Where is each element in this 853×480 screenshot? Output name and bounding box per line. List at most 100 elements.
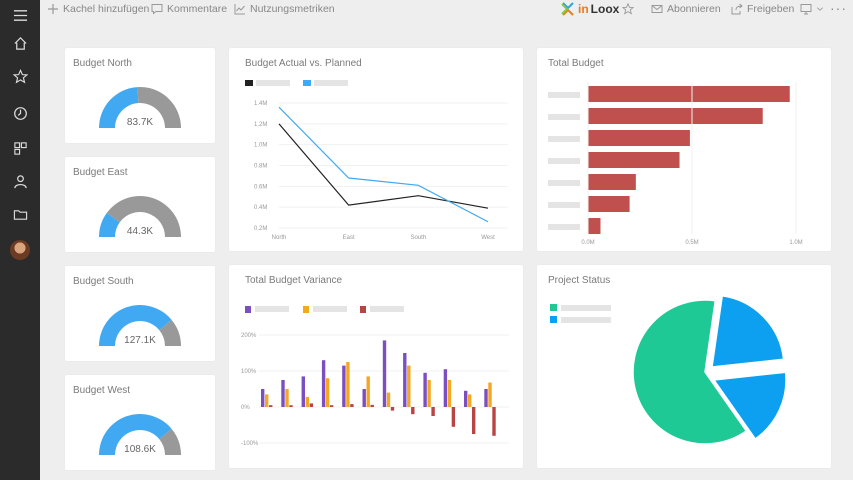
card-title: Total Budget Variance bbox=[245, 275, 343, 286]
variance-bar bbox=[289, 405, 293, 407]
category-label bbox=[548, 202, 580, 208]
star-outline-icon bbox=[622, 3, 634, 15]
variance-bar bbox=[285, 389, 289, 407]
y-tick-label: 0.8M bbox=[254, 164, 267, 170]
gauge-remaining-arc bbox=[159, 428, 181, 455]
gauge-value-label: 108.6K bbox=[124, 444, 156, 455]
legend-label bbox=[255, 306, 289, 312]
card-title: Budget South bbox=[73, 276, 134, 287]
category-label bbox=[548, 136, 580, 142]
x-tick-label: 0.0M bbox=[581, 240, 594, 246]
variance-bar bbox=[411, 407, 415, 415]
gauge-value-label: 127.1K bbox=[124, 335, 156, 346]
bar bbox=[588, 108, 763, 124]
y-tick-label: 1.0M bbox=[254, 143, 267, 149]
variance-bar bbox=[261, 389, 265, 407]
share-label: Freigeben bbox=[747, 3, 795, 15]
chart-icon bbox=[234, 4, 245, 15]
comments-button[interactable]: Kommentare bbox=[151, 3, 227, 15]
gauge-card-west[interactable]: Budget West 108.6K bbox=[65, 375, 215, 470]
variance-bar bbox=[305, 396, 309, 407]
variance-bar bbox=[281, 380, 285, 407]
avatar[interactable] bbox=[10, 240, 30, 260]
folder-icon[interactable] bbox=[0, 199, 40, 229]
legend-label bbox=[561, 317, 611, 323]
y-tick-label: 100% bbox=[241, 369, 257, 375]
home-icon[interactable] bbox=[0, 28, 40, 58]
subscribe-button[interactable]: Abonnieren bbox=[651, 3, 721, 15]
gauge-remaining-arc bbox=[137, 87, 181, 128]
gauge-card-north[interactable]: Budget North 83.7K bbox=[65, 48, 215, 143]
variance-chart-card[interactable]: Total Budget Variance 200% 100% 0% -100% bbox=[229, 265, 523, 468]
legend-swatch bbox=[245, 306, 251, 313]
pie-slice bbox=[632, 299, 748, 445]
y-tick-label: 0.2M bbox=[254, 226, 267, 232]
gauge-card-south[interactable]: Budget South 127.1K bbox=[65, 266, 215, 361]
x-tick-label: 0.5M bbox=[685, 240, 698, 246]
category-label bbox=[548, 180, 580, 186]
variance-bar bbox=[431, 407, 435, 416]
variance-bar bbox=[366, 376, 370, 407]
series-line-planned bbox=[278, 106, 489, 223]
bar-chart-card[interactable]: Total Budget 0.0M 0.5M 1.0M bbox=[537, 48, 831, 251]
variance-bar bbox=[301, 376, 305, 407]
variance-bar bbox=[451, 407, 456, 427]
share-icon bbox=[731, 3, 743, 15]
bar bbox=[588, 174, 636, 190]
variance-bar bbox=[492, 407, 496, 436]
usage-metrics-button[interactable]: Nutzungsmetriken bbox=[234, 3, 335, 15]
card-title: Project Status bbox=[548, 275, 611, 286]
menu-icon[interactable] bbox=[0, 0, 40, 30]
gauge-north: 83.7K bbox=[99, 87, 181, 128]
star-icon[interactable] bbox=[0, 61, 40, 91]
gauge-value-arc bbox=[99, 305, 172, 346]
pie-chart-card[interactable]: Project Status bbox=[537, 265, 831, 468]
pie-slice bbox=[712, 371, 787, 441]
variance-bar bbox=[265, 394, 269, 407]
gauge-card-east[interactable]: Budget East 44.3K bbox=[65, 157, 215, 252]
pie-slice bbox=[711, 294, 785, 368]
legend-swatch bbox=[550, 316, 557, 323]
legend-label bbox=[370, 306, 404, 312]
favorite-button[interactable] bbox=[622, 3, 634, 15]
view-mode-button[interactable] bbox=[800, 3, 824, 15]
y-tick-label: 0.4M bbox=[254, 205, 267, 211]
legend-label bbox=[313, 306, 347, 312]
person-icon[interactable] bbox=[0, 166, 40, 196]
add-tile-label: Kachel hinzufügen bbox=[63, 3, 150, 15]
gauge-remaining-arc bbox=[159, 319, 181, 346]
line-chart: 1.4M 1.2M 1.0M 0.8M 0.6M 0.4M 0.2M North East Sou… bbox=[245, 80, 508, 241]
monitor-icon bbox=[800, 4, 812, 15]
category-label bbox=[548, 92, 580, 98]
x-tick-label: South bbox=[410, 235, 426, 241]
clock-icon[interactable] bbox=[0, 98, 40, 128]
variance-bar bbox=[325, 378, 330, 407]
legend-swatch-actual bbox=[245, 80, 253, 86]
apps-icon[interactable] bbox=[0, 133, 40, 163]
logo-icon bbox=[561, 2, 574, 16]
legend-label bbox=[561, 305, 611, 311]
line-chart-card[interactable]: Budget Actual vs. Planned 1.4M 1.2M 1.0M 0.… bbox=[229, 48, 523, 251]
top-toolbar: Kachel hinzufügen Kommentare Nutzungsmet… bbox=[40, 0, 853, 22]
variance-bar bbox=[468, 394, 472, 407]
category-label bbox=[548, 158, 580, 164]
gauge-west: 108.6K bbox=[99, 414, 181, 455]
add-tile-button[interactable]: Kachel hinzufügen bbox=[47, 3, 149, 15]
variance-bar bbox=[390, 407, 395, 411]
card-title: Total Budget bbox=[548, 58, 604, 69]
more-options-icon[interactable]: ··· bbox=[830, 0, 847, 16]
gauge-value-arc bbox=[99, 212, 120, 237]
variance-bar bbox=[472, 407, 476, 434]
left-sidebar bbox=[0, 0, 40, 480]
horizontal-bar-chart: 0.0M 0.5M 1.0M bbox=[548, 82, 803, 246]
y-tick-label: 1.2M bbox=[254, 122, 267, 128]
logo-text-loox: Loox bbox=[590, 2, 620, 16]
x-tick-label: North bbox=[272, 235, 287, 241]
y-tick-label: 1.4M bbox=[254, 101, 267, 107]
variance-bar bbox=[370, 404, 374, 407]
gauge-value-arc bbox=[99, 414, 172, 455]
share-button[interactable]: Freigeben bbox=[731, 3, 794, 15]
legend-label-actual bbox=[256, 80, 290, 86]
bar bbox=[588, 196, 630, 212]
comment-icon bbox=[151, 4, 163, 15]
